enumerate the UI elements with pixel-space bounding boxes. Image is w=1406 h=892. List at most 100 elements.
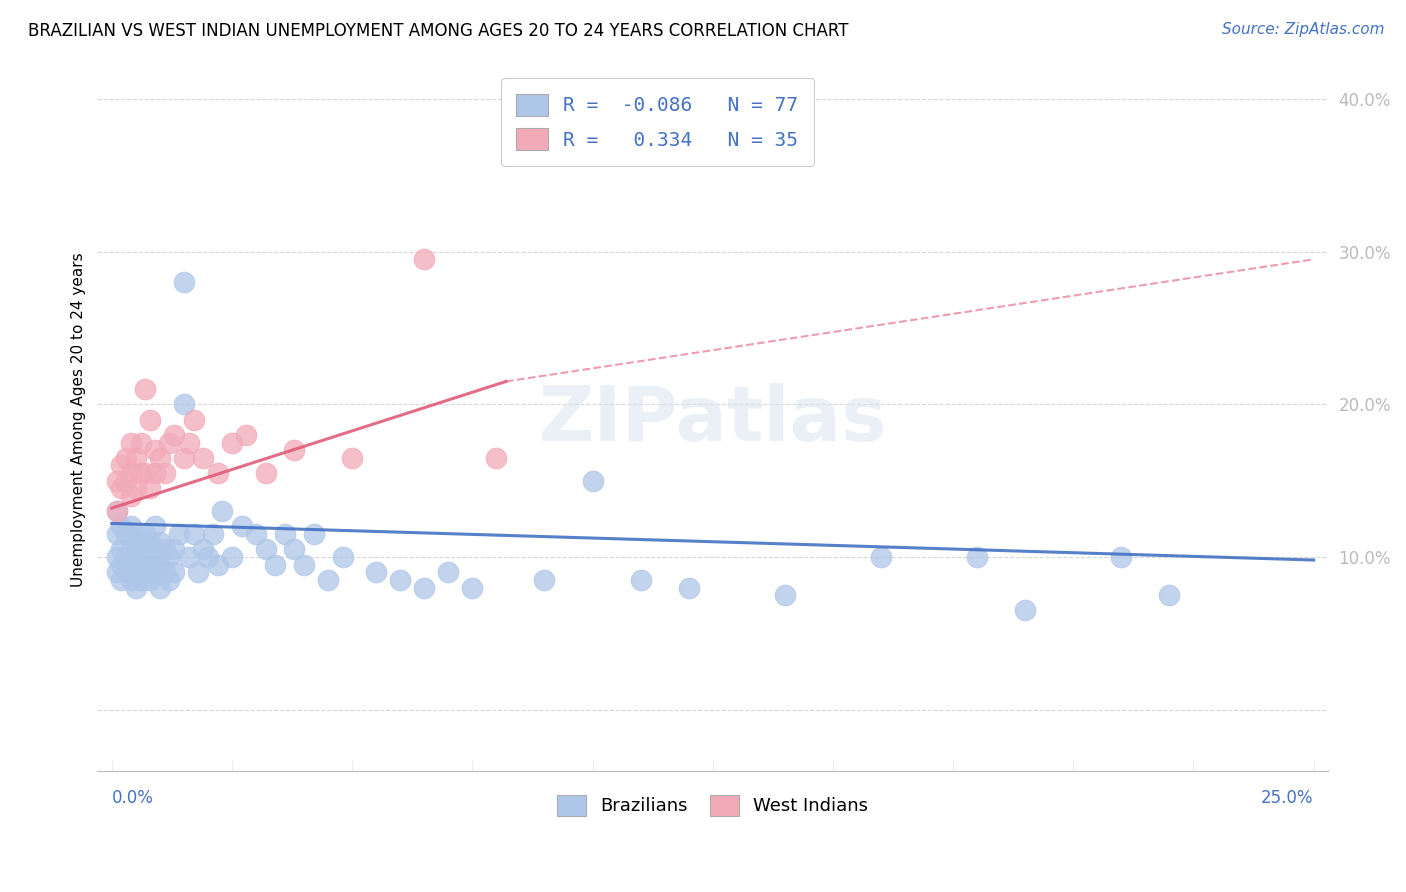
Point: [143, 466, 166, 480]
Point: [129, 435, 152, 450]
Point: [149, 581, 172, 595]
Point: [773, 588, 796, 602]
Point: [283, 443, 305, 458]
Point: [413, 252, 436, 267]
Point: [274, 527, 297, 541]
Point: [187, 566, 209, 580]
Point: [332, 549, 354, 564]
Point: [105, 549, 128, 564]
Point: [159, 549, 181, 564]
Point: [120, 519, 142, 533]
Point: [1159, 588, 1181, 602]
Point: [139, 481, 162, 495]
Point: [129, 558, 152, 572]
Point: [283, 542, 305, 557]
Point: [153, 466, 176, 480]
Point: [125, 481, 148, 495]
Point: [678, 581, 700, 595]
Point: [105, 504, 128, 518]
Point: [207, 466, 229, 480]
Point: [163, 542, 186, 557]
Point: [134, 566, 156, 580]
Point: [153, 542, 176, 557]
Point: [120, 573, 142, 587]
Point: [167, 527, 190, 541]
Point: [159, 573, 181, 587]
Point: [134, 527, 156, 541]
Point: [163, 428, 186, 442]
Point: [1014, 603, 1036, 617]
Point: [125, 450, 148, 465]
Point: [211, 504, 233, 518]
Point: [139, 412, 162, 426]
Point: [201, 527, 224, 541]
Point: [235, 428, 257, 442]
Point: [245, 527, 267, 541]
Point: [125, 566, 148, 580]
Point: [105, 474, 128, 488]
Point: [149, 450, 172, 465]
Point: [413, 581, 436, 595]
Text: BRAZILIAN VS WEST INDIAN UNEMPLOYMENT AMONG AGES 20 TO 24 YEARS CORRELATION CHAR: BRAZILIAN VS WEST INDIAN UNEMPLOYMENT AM…: [28, 22, 849, 40]
Point: [139, 573, 162, 587]
Point: [191, 542, 214, 557]
Point: [581, 474, 603, 488]
Point: [110, 458, 132, 473]
Point: [110, 542, 132, 557]
Point: [183, 527, 205, 541]
Point: [143, 542, 166, 557]
Point: [120, 558, 142, 572]
Text: 0.0%: 0.0%: [111, 789, 153, 807]
Point: [159, 435, 181, 450]
Point: [292, 558, 315, 572]
Point: [105, 566, 128, 580]
Point: [120, 435, 142, 450]
Point: [389, 573, 412, 587]
Text: Source: ZipAtlas.com: Source: ZipAtlas.com: [1222, 22, 1385, 37]
Point: [183, 412, 205, 426]
Point: [461, 581, 484, 595]
Point: [143, 566, 166, 580]
Point: [191, 450, 214, 465]
Point: [302, 527, 325, 541]
Point: [173, 450, 195, 465]
Point: [207, 558, 229, 572]
Point: [1111, 549, 1133, 564]
Point: [134, 549, 156, 564]
Point: [177, 549, 200, 564]
Point: [115, 566, 138, 580]
Point: [110, 481, 132, 495]
Point: [163, 566, 186, 580]
Point: [340, 450, 363, 465]
Y-axis label: Unemployment Among Ages 20 to 24 years: Unemployment Among Ages 20 to 24 years: [72, 252, 86, 587]
Point: [485, 450, 508, 465]
Point: [173, 397, 195, 411]
Point: [231, 519, 253, 533]
Point: [139, 534, 162, 549]
Point: [110, 519, 132, 533]
Point: [134, 466, 156, 480]
Point: [143, 443, 166, 458]
Point: [105, 527, 128, 541]
Point: [120, 489, 142, 503]
Point: [110, 573, 132, 587]
Point: [177, 435, 200, 450]
Point: [264, 558, 287, 572]
Point: [115, 549, 138, 564]
Point: [366, 566, 388, 580]
Point: [143, 519, 166, 533]
Text: ZIPatlas: ZIPatlas: [538, 383, 887, 457]
Point: [316, 573, 339, 587]
Point: [173, 275, 195, 289]
Point: [134, 382, 156, 396]
Point: [125, 542, 148, 557]
Point: [120, 466, 142, 480]
Point: [120, 542, 142, 557]
Point: [139, 558, 162, 572]
Point: [129, 534, 152, 549]
Point: [129, 573, 152, 587]
Point: [110, 558, 132, 572]
Point: [115, 450, 138, 465]
Point: [254, 542, 277, 557]
Point: [129, 466, 152, 480]
